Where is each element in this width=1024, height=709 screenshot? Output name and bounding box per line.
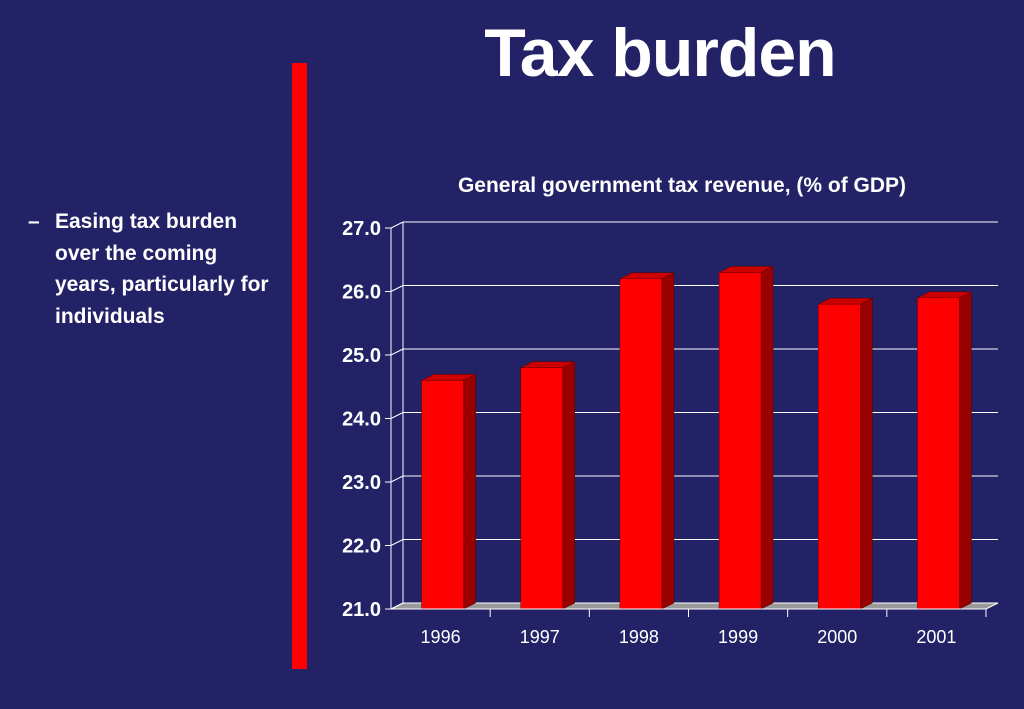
- y-tick-label: 21.0: [342, 599, 381, 621]
- gridline-side: [390, 221, 404, 229]
- y-tick-label: 22.0: [342, 536, 381, 558]
- y-tick-label: 25.0: [342, 345, 381, 367]
- y-tick-label: 23.0: [342, 472, 381, 494]
- bar-side: [959, 291, 972, 610]
- bar-1997: [520, 367, 563, 610]
- bar-side: [562, 361, 575, 610]
- bullet-text: Easing tax burden over the coming years,…: [55, 210, 269, 328]
- gridline-side: [390, 602, 404, 610]
- y-tick-label: 26.0: [342, 282, 381, 304]
- bar-1996: [421, 380, 464, 610]
- x-tick-label: 2000: [817, 627, 857, 647]
- gridline-side: [390, 539, 404, 546]
- bar-side: [661, 272, 675, 610]
- bar-side: [463, 373, 476, 610]
- x-tick-label: 1998: [619, 627, 659, 647]
- bullet-dash: –: [28, 210, 40, 233]
- bar-2000: [818, 303, 861, 610]
- red-divider-bar: [292, 63, 307, 669]
- bullet-point: – Easing tax burden over the coming year…: [28, 206, 278, 332]
- chart-title: General government tax revenue, (% of GD…: [457, 174, 907, 197]
- bar-side: [860, 297, 873, 610]
- bar-1998: [619, 278, 663, 610]
- y-tick-label: 27.0: [342, 218, 381, 240]
- gridline-side: [390, 475, 404, 483]
- x-tick-label: 1997: [520, 627, 560, 647]
- y-tick-label: 24.0: [342, 409, 381, 431]
- gridline-side: [390, 412, 404, 419]
- slide-title: Tax burden: [484, 15, 836, 91]
- bar-side: [760, 266, 774, 610]
- gridline-side: [390, 285, 404, 292]
- bar-1999: [718, 272, 762, 610]
- x-tick-label: 1999: [718, 627, 758, 647]
- chart-floor: [390, 602, 999, 610]
- bar-2001: [917, 297, 960, 610]
- x-tick-label: 1996: [421, 627, 461, 647]
- gridline-side: [390, 348, 404, 356]
- x-tick-label: 2001: [916, 627, 956, 647]
